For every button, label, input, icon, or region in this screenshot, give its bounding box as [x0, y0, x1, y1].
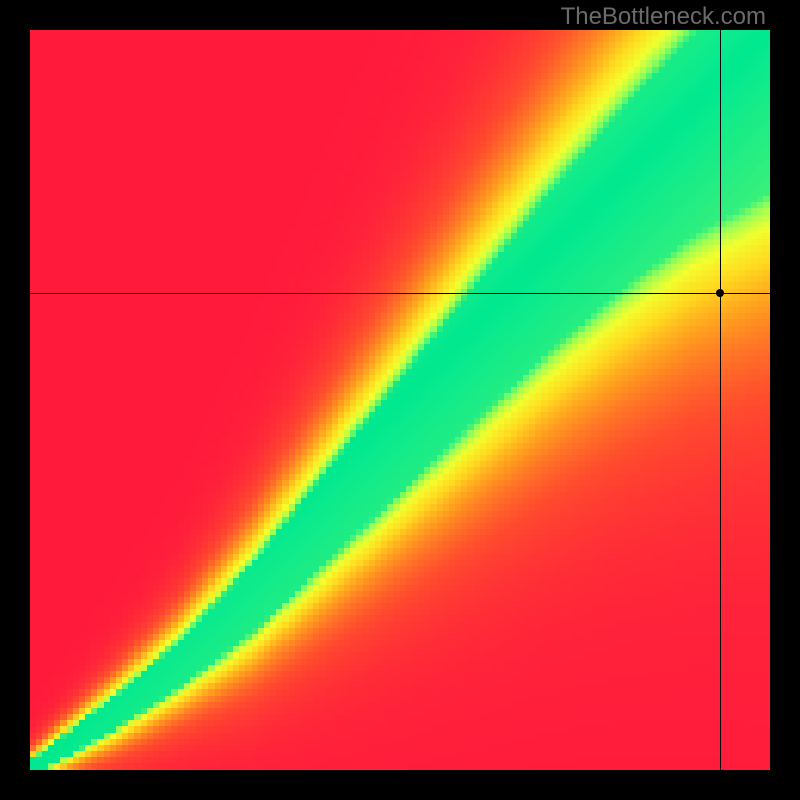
crosshair-vertical: [720, 30, 721, 770]
plot-area: [30, 30, 770, 770]
watermark-text: TheBottleneck.com: [561, 3, 766, 31]
chart-container: TheBottleneck.com: [0, 0, 800, 800]
crosshair-horizontal: [30, 293, 770, 294]
heatmap-canvas: [30, 30, 770, 770]
marker-dot: [716, 289, 724, 297]
